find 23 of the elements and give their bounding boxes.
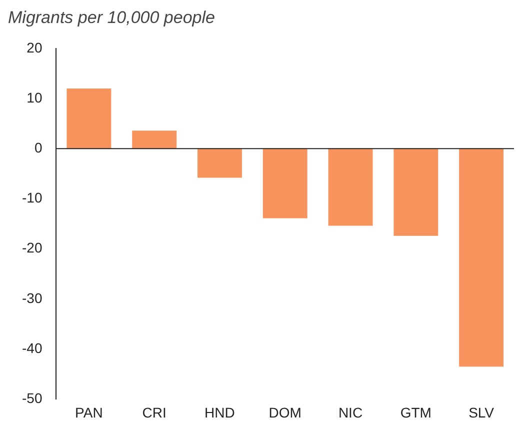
- bar: [394, 148, 438, 236]
- bar: [328, 148, 373, 226]
- y-tick-label: -40: [22, 340, 42, 356]
- bar: [262, 148, 308, 218]
- bar: [459, 148, 504, 367]
- bar: [132, 130, 177, 149]
- chart-title: Migrants per 10,000 people: [8, 8, 215, 27]
- x-tick-label: SLV: [468, 404, 495, 420]
- x-tick-label: DOM: [268, 404, 302, 420]
- y-tick-label: 0: [34, 139, 42, 156]
- y-tick-label: 20: [26, 39, 42, 56]
- bar: [197, 148, 242, 178]
- y-tick-label: -30: [22, 290, 42, 306]
- x-tick-label: PAN: [75, 404, 103, 420]
- x-tick-label: GTM: [400, 404, 432, 420]
- x-tick-label: CRI: [142, 404, 166, 420]
- bar: [66, 88, 112, 149]
- y-tick-label: -50: [22, 390, 42, 406]
- y-tick-label: -10: [22, 190, 42, 206]
- y-tick-label: -20: [22, 240, 42, 256]
- y-tick-label: 10: [26, 89, 42, 106]
- x-tick-label: NIC: [338, 404, 363, 420]
- x-tick-label: HND: [204, 404, 235, 420]
